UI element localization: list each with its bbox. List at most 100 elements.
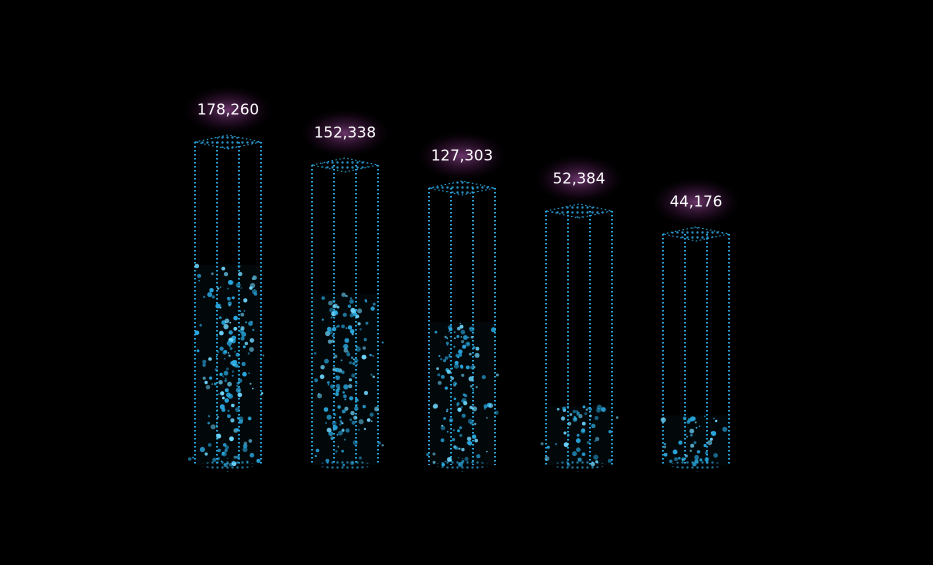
particle (456, 402, 460, 406)
particle (363, 390, 369, 396)
particle (194, 330, 200, 336)
particle (203, 295, 206, 299)
particle (366, 418, 371, 422)
particle (540, 442, 544, 446)
particle (199, 323, 202, 327)
particle (576, 410, 578, 412)
particle (596, 404, 602, 410)
particle (458, 462, 463, 467)
particle (252, 275, 257, 281)
particle (251, 387, 254, 390)
particle (381, 444, 384, 447)
label-glow (648, 176, 744, 228)
particle (341, 324, 345, 329)
particle (690, 433, 693, 437)
particle (247, 352, 250, 355)
particle (199, 446, 205, 453)
particle (224, 379, 228, 383)
particle (330, 384, 335, 389)
particle (231, 403, 235, 408)
particle (663, 452, 668, 457)
particle (238, 378, 243, 383)
particle (215, 303, 221, 309)
particle (223, 463, 226, 466)
particle (462, 399, 465, 402)
particle (329, 307, 334, 313)
particle (237, 264, 241, 268)
particle (450, 376, 454, 380)
particle (240, 326, 245, 331)
particle (463, 335, 468, 340)
particle (221, 266, 226, 271)
particle (321, 296, 325, 300)
particle (192, 456, 195, 459)
particle (228, 354, 231, 357)
particle (713, 417, 715, 420)
particle (468, 376, 474, 382)
particle (443, 359, 447, 363)
particle (432, 460, 436, 464)
particle (460, 329, 466, 335)
particle (242, 345, 246, 349)
particle (459, 433, 463, 437)
particle (215, 355, 218, 358)
particle (315, 448, 320, 453)
particle (575, 438, 581, 444)
particle (432, 404, 437, 409)
particle (595, 436, 600, 442)
particle (347, 325, 353, 330)
bar (540, 404, 619, 467)
particle (446, 430, 449, 433)
particle (337, 445, 340, 448)
particle (248, 321, 253, 326)
particle (236, 385, 239, 387)
particle (362, 346, 366, 350)
particle (233, 326, 238, 331)
particle (494, 410, 499, 415)
particle (722, 426, 728, 432)
particle (689, 428, 695, 434)
particle (238, 419, 243, 424)
value-label: 44,176 (670, 193, 723, 211)
particle (461, 400, 463, 402)
particle (223, 324, 229, 330)
particle (320, 365, 325, 370)
particle (348, 384, 353, 389)
particle (236, 455, 240, 460)
particle (249, 338, 255, 343)
particle (572, 451, 577, 457)
particle (448, 355, 451, 358)
particle (546, 445, 550, 449)
particle (335, 375, 338, 378)
particle (660, 417, 666, 423)
particle (440, 425, 446, 431)
particle (458, 447, 461, 450)
particle (544, 456, 550, 461)
particle (704, 451, 708, 455)
particle (216, 335, 219, 338)
particle (198, 280, 200, 282)
particle (572, 409, 577, 414)
particle (219, 286, 222, 288)
particle (576, 414, 579, 416)
particle (456, 335, 460, 338)
particle (238, 271, 243, 277)
particle (349, 396, 354, 401)
particle (233, 455, 237, 459)
particle (339, 423, 342, 426)
particle (444, 460, 447, 463)
particle (365, 321, 369, 325)
particle (211, 272, 214, 276)
particle (563, 431, 567, 435)
particle (351, 420, 356, 425)
particle (576, 447, 581, 453)
value-label: 152,338 (314, 124, 376, 142)
particle (231, 370, 235, 373)
particle (196, 349, 200, 353)
particle (347, 304, 352, 308)
particle (331, 334, 335, 338)
particle (587, 407, 590, 410)
particle (353, 358, 359, 363)
particle (467, 336, 470, 339)
particle (335, 392, 339, 397)
